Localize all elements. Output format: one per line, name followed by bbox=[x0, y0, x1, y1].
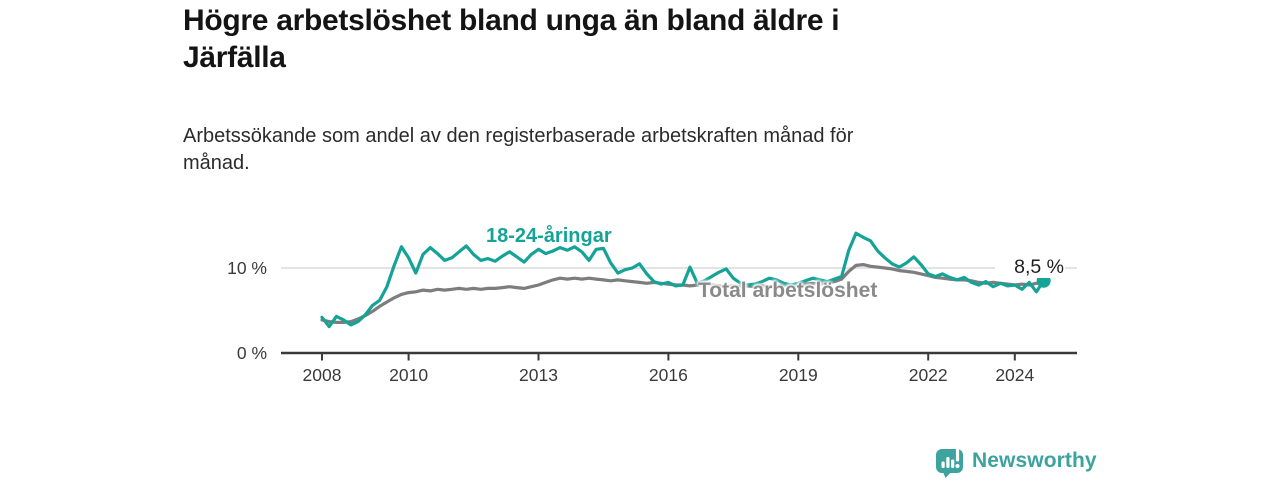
series-label-youth: 18-24-åringar bbox=[486, 225, 612, 247]
y-axis-tick-label: 0 % bbox=[236, 343, 267, 363]
chart-subtitle: Arbetssökande som andel av den registerb… bbox=[183, 123, 1043, 177]
x-axis-tick-label: 2013 bbox=[519, 365, 558, 385]
newsworthy-icon bbox=[936, 446, 963, 478]
chart-subtitle-line1: Arbetssökande som andel av den registerb… bbox=[183, 125, 854, 147]
newsworthy-logo: Newsworthy bbox=[934, 446, 1097, 478]
series-line-total bbox=[320, 263, 1046, 324]
x-axis-tick-label: 2008 bbox=[302, 365, 342, 385]
latest-value-dot bbox=[1036, 273, 1051, 288]
x-axis-tick-label: 2016 bbox=[648, 365, 688, 385]
x-axis-tick-label: 2010 bbox=[389, 365, 429, 385]
page-title-line2: Järfälla bbox=[183, 41, 286, 74]
x-axis-tick-label: 2022 bbox=[908, 365, 948, 385]
page-title-line1: Högre arbetslöshet bland unga än bland ä… bbox=[183, 4, 840, 37]
chart-subtitle-line2: månad. bbox=[183, 152, 250, 174]
latest-value-label: 8,5 % bbox=[995, 256, 1065, 278]
series-label-total: Total arbetslöshet bbox=[698, 279, 878, 302]
newsworthy-wordmark: Newsworthy bbox=[972, 449, 1097, 472]
series-line-youth bbox=[320, 231, 1046, 329]
y-axis-tick-label: 10 % bbox=[227, 258, 267, 278]
x-axis-tick-label: 2019 bbox=[778, 365, 818, 385]
page-title: Högre arbetslöshet bland unga än bland ä… bbox=[183, 2, 1013, 76]
x-axis-tick-label: 2024 bbox=[995, 365, 1035, 385]
